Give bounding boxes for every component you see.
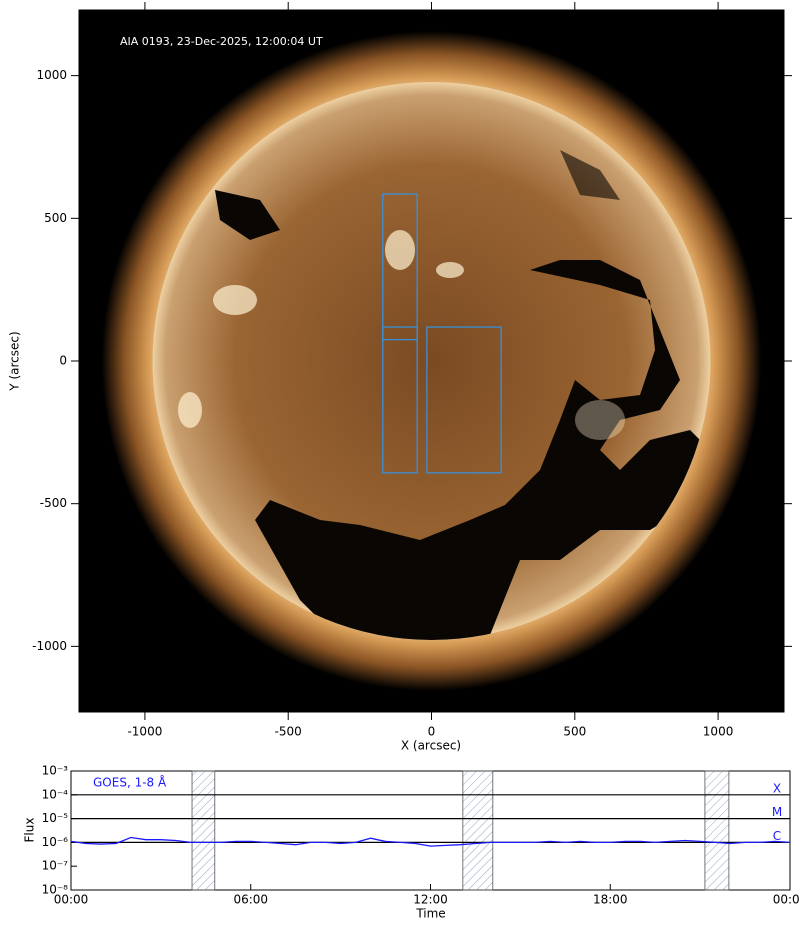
x-axis-label: X (arcsec) xyxy=(401,739,461,753)
y-axis-label: Y (arcsec) xyxy=(8,331,22,391)
image-annotation: AIA 0193, 23-Dec-2025, 12:00:04 UT xyxy=(120,35,323,48)
x-tick-label: -500 xyxy=(275,725,302,739)
solar-image xyxy=(79,10,784,712)
legend-entry: GOES, 1-8 Å xyxy=(93,775,167,790)
y-tick-label: 10⁻⁷ xyxy=(42,859,69,873)
x-tick-label: -1000 xyxy=(127,725,162,739)
x-tick-label: 500 xyxy=(563,725,586,739)
region-box xyxy=(426,326,502,474)
class-label: C xyxy=(773,829,781,843)
class-label: M xyxy=(772,805,782,819)
x-tick-label: 1000 xyxy=(703,725,734,739)
goes-frame xyxy=(70,770,791,891)
y-tick-label: -1000 xyxy=(32,639,67,653)
x-tick-label: 00:00 xyxy=(773,893,799,907)
y-tick-label: 500 xyxy=(44,211,67,225)
y-tick-label: 10⁻⁵ xyxy=(42,811,69,825)
shaded-interval xyxy=(704,770,730,891)
x-axis-label: Time xyxy=(415,907,445,921)
flux-line xyxy=(70,836,791,847)
y-tick-label: -500 xyxy=(40,496,67,510)
y-tick-label: 10⁻⁶ xyxy=(42,835,69,849)
y-tick-label: 10⁻³ xyxy=(42,764,69,778)
x-tick-label: 18:00 xyxy=(593,893,628,907)
shaded-interval xyxy=(462,770,494,891)
y-tick-label: 10⁻⁴ xyxy=(42,787,69,801)
x-tick-label: 12:00 xyxy=(413,893,448,907)
y-tick-label: 1000 xyxy=(36,68,67,82)
region-box xyxy=(382,326,418,474)
y-tick-label: 0 xyxy=(59,354,67,368)
class-label: X xyxy=(773,781,781,795)
region-box xyxy=(382,193,418,341)
y-axis-label: Flux xyxy=(23,818,37,843)
x-tick-label: 06:00 xyxy=(233,893,268,907)
x-tick-label: 0 xyxy=(428,725,436,739)
y-tick-label: 10⁻⁸ xyxy=(42,883,69,897)
shaded-interval xyxy=(191,770,216,891)
x-tick-label: 00:00 xyxy=(54,893,89,907)
